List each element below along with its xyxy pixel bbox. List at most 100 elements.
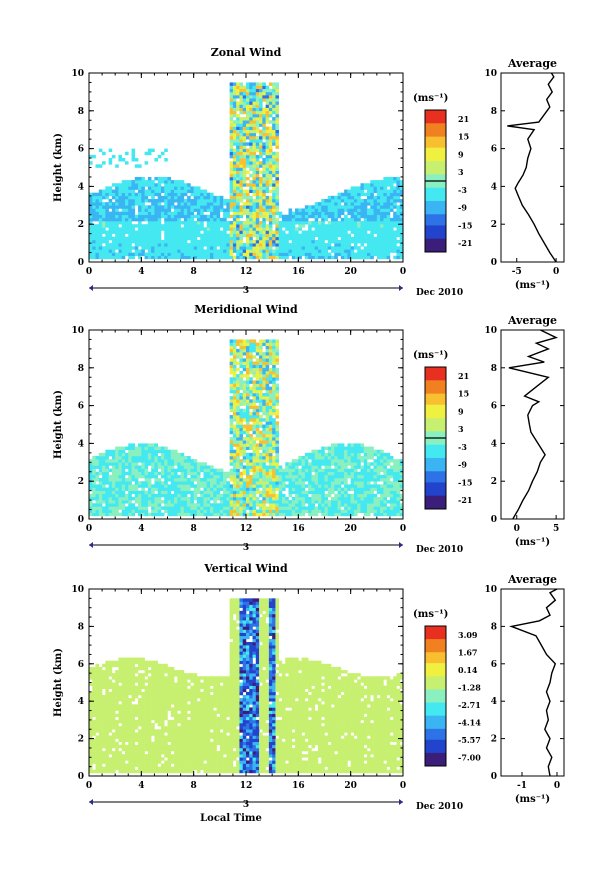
heatmap-cell bbox=[275, 424, 280, 428]
heatmap-cell bbox=[118, 255, 123, 260]
heatmap-cell bbox=[246, 233, 250, 238]
heatmap-cell bbox=[242, 418, 247, 422]
heatmap-cell bbox=[288, 217, 293, 222]
heatmap-cell bbox=[213, 493, 217, 498]
heatmap-cell bbox=[255, 364, 260, 369]
heatmap-cell bbox=[200, 484, 204, 488]
heatmap-cell bbox=[383, 195, 387, 200]
heatmap-cell bbox=[317, 224, 322, 228]
heatmap-cell bbox=[386, 493, 391, 498]
heatmap-cell bbox=[350, 465, 355, 469]
heatmap-cell bbox=[255, 380, 260, 384]
heatmap-cell bbox=[138, 217, 142, 222]
heatmap-cell bbox=[141, 243, 145, 247]
heatmap-cell bbox=[102, 474, 106, 479]
heatmap-cell bbox=[128, 481, 132, 485]
heatmap-cell bbox=[321, 484, 325, 488]
heatmap-cell bbox=[160, 490, 165, 495]
heatmap-cell bbox=[219, 205, 224, 209]
heatmap-cell bbox=[151, 230, 155, 234]
heatmap-cell bbox=[396, 252, 401, 256]
heatmap-cell bbox=[167, 221, 172, 225]
heatmap-cell bbox=[265, 88, 270, 93]
heatmap-cell bbox=[337, 224, 342, 228]
heatmap-cell bbox=[265, 95, 270, 99]
heatmap-cell bbox=[232, 481, 237, 485]
heatmap-cell bbox=[151, 509, 155, 513]
heatmap-cell bbox=[373, 243, 378, 247]
heatmap-cell bbox=[396, 509, 401, 513]
heatmap-cell bbox=[246, 221, 250, 225]
heatmap-cell bbox=[164, 176, 168, 181]
heatmap-cell bbox=[288, 512, 293, 517]
heatmap-cell bbox=[131, 208, 136, 212]
heatmap-cell bbox=[331, 255, 335, 260]
heatmap-cell bbox=[154, 158, 158, 162]
heatmap-cell bbox=[298, 246, 302, 250]
heatmap-cell bbox=[203, 255, 208, 260]
heatmap-cell bbox=[288, 211, 293, 216]
heatmap-cell bbox=[236, 446, 240, 450]
heatmap-cell bbox=[246, 183, 250, 187]
heatmap-cell bbox=[304, 474, 309, 479]
heatmap-cell bbox=[187, 217, 191, 222]
heatmap-cell bbox=[331, 446, 335, 450]
heatmap-cell bbox=[291, 255, 296, 260]
heatmap-cell bbox=[200, 512, 204, 517]
heatmap-cell bbox=[115, 221, 119, 225]
heatmap-cell bbox=[327, 506, 332, 510]
heatmap-cell bbox=[147, 186, 152, 190]
heatmap-cell bbox=[367, 186, 371, 190]
heatmap-cell bbox=[246, 411, 250, 416]
heatmap-cell bbox=[344, 189, 348, 193]
heatmap-cell bbox=[321, 202, 325, 206]
heatmap-cell bbox=[138, 471, 142, 476]
heatmap-cell bbox=[255, 415, 260, 419]
heatmap-cell bbox=[291, 490, 296, 495]
heatmap-cell bbox=[134, 183, 139, 187]
heatmap-cell bbox=[249, 126, 253, 130]
heatmap-cell bbox=[180, 236, 185, 241]
heatmap-cell bbox=[357, 487, 361, 491]
heatmap-cell bbox=[206, 484, 211, 488]
heatmap-cell bbox=[239, 117, 244, 121]
heatmap-cell bbox=[187, 496, 191, 501]
heatmap-cell bbox=[259, 367, 263, 372]
heatmap-cell bbox=[331, 490, 335, 495]
heatmap-cell bbox=[229, 367, 234, 372]
heatmap-cell bbox=[249, 443, 253, 447]
heatmap-cell bbox=[203, 465, 208, 469]
heatmap-cell bbox=[272, 183, 276, 187]
heatmap-cell bbox=[196, 217, 201, 222]
heatmap-cell bbox=[308, 211, 312, 216]
heatmap-cell bbox=[242, 364, 247, 369]
heatmap-cell bbox=[229, 136, 234, 140]
heatmap-cell bbox=[367, 474, 371, 479]
heatmap-cell bbox=[360, 474, 365, 479]
heatmap-cell bbox=[164, 192, 168, 197]
heatmap-cell bbox=[118, 462, 123, 466]
heatmap-cell bbox=[344, 233, 348, 238]
heatmap-cell bbox=[138, 208, 142, 212]
heatmap-cell bbox=[386, 227, 391, 231]
heatmap-cell bbox=[295, 249, 299, 253]
heatmap-cell bbox=[376, 456, 381, 460]
heatmap-cell bbox=[180, 500, 185, 504]
heatmap-cell bbox=[239, 386, 244, 391]
heatmap-cell bbox=[357, 249, 361, 253]
heatmap-cell bbox=[386, 509, 391, 513]
heatmap-cell bbox=[246, 339, 250, 343]
heatmap-cell bbox=[134, 484, 139, 488]
heatmap-cell bbox=[275, 399, 280, 403]
heatmap-cell bbox=[167, 487, 172, 491]
heatmap-cell bbox=[334, 205, 338, 209]
heatmap-cell bbox=[259, 101, 263, 105]
heatmap-cell bbox=[249, 217, 253, 222]
heatmap-cell bbox=[327, 236, 332, 241]
heatmap-cell bbox=[317, 506, 322, 510]
x-tick-label: 0 bbox=[86, 267, 92, 277]
heatmap-cell bbox=[134, 180, 139, 184]
heatmap-cell bbox=[190, 217, 194, 222]
heatmap-cell bbox=[160, 205, 165, 209]
heatmap-cell bbox=[216, 195, 221, 200]
